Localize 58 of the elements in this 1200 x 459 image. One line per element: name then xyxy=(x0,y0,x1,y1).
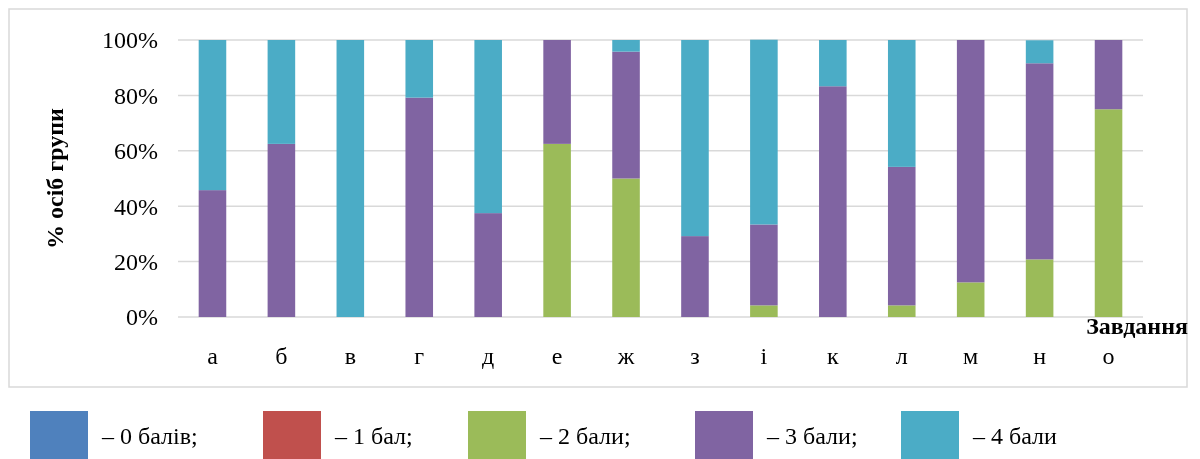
bar xyxy=(750,224,778,306)
x-tick-label: з xyxy=(690,343,700,369)
x-tick-label: в xyxy=(344,343,356,369)
bar xyxy=(405,97,434,317)
y-tick-label: 0% xyxy=(126,304,158,331)
bar xyxy=(267,143,296,317)
bar xyxy=(474,213,502,317)
bar xyxy=(543,143,571,317)
bar xyxy=(887,305,916,317)
bar xyxy=(612,51,640,179)
x-tick-label: і xyxy=(760,343,768,369)
x-tick-label: ж xyxy=(616,343,635,369)
bar xyxy=(267,40,296,144)
bar xyxy=(474,40,502,214)
legend-label: – 3 бали; xyxy=(766,423,858,450)
bar xyxy=(198,40,227,191)
bar xyxy=(336,40,365,317)
legend-label: – 1 бал; xyxy=(334,423,413,450)
bar xyxy=(887,40,916,167)
x-tick-label: о xyxy=(1102,343,1115,369)
y-axis-title: % осіб групи xyxy=(42,107,68,249)
bar xyxy=(956,40,985,283)
x-tick-label: б xyxy=(275,343,288,369)
x-tick-label: е xyxy=(551,343,563,369)
bar xyxy=(819,86,847,317)
bar xyxy=(887,166,916,306)
bar xyxy=(612,40,640,52)
x-axis-title: Завдання xyxy=(1086,313,1189,339)
bar xyxy=(543,40,571,144)
bar xyxy=(405,40,434,98)
y-tick-label: 60% xyxy=(114,138,158,165)
bar xyxy=(612,178,640,317)
bar xyxy=(1025,40,1054,64)
bar xyxy=(1025,259,1054,317)
x-tick-label: л xyxy=(895,343,908,369)
x-tick-label: к xyxy=(826,343,839,369)
bar xyxy=(956,282,985,317)
legend-label: – 2 бали; xyxy=(539,423,631,450)
x-tick-label: а xyxy=(207,343,219,369)
x-tick-label: г xyxy=(414,343,425,369)
bar xyxy=(750,305,778,317)
bar xyxy=(1094,40,1123,110)
x-tick-label: д xyxy=(482,343,495,369)
y-tick-label: 80% xyxy=(114,82,158,109)
bar xyxy=(198,190,227,317)
x-tick-label: м xyxy=(963,343,979,369)
y-tick-label: 100% xyxy=(102,27,158,54)
bar xyxy=(750,39,778,225)
y-tick-label: 20% xyxy=(114,249,158,275)
bar xyxy=(1025,63,1054,260)
y-tick-label: 40% xyxy=(114,193,158,220)
bar xyxy=(819,40,847,87)
bar xyxy=(681,40,709,237)
legend-label: – 0 балів; xyxy=(101,423,198,450)
bar xyxy=(681,236,709,317)
legend-label: – 4 бали xyxy=(972,423,1058,450)
x-tick-label: н xyxy=(1033,343,1047,369)
bar xyxy=(1094,109,1123,317)
